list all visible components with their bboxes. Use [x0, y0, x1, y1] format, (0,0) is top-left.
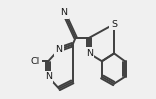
- Text: Cl: Cl: [31, 57, 40, 66]
- Text: N: N: [86, 49, 93, 58]
- Text: N: N: [56, 45, 62, 54]
- Text: N: N: [60, 8, 67, 17]
- Text: S: S: [111, 20, 117, 29]
- Text: N: N: [45, 72, 52, 81]
